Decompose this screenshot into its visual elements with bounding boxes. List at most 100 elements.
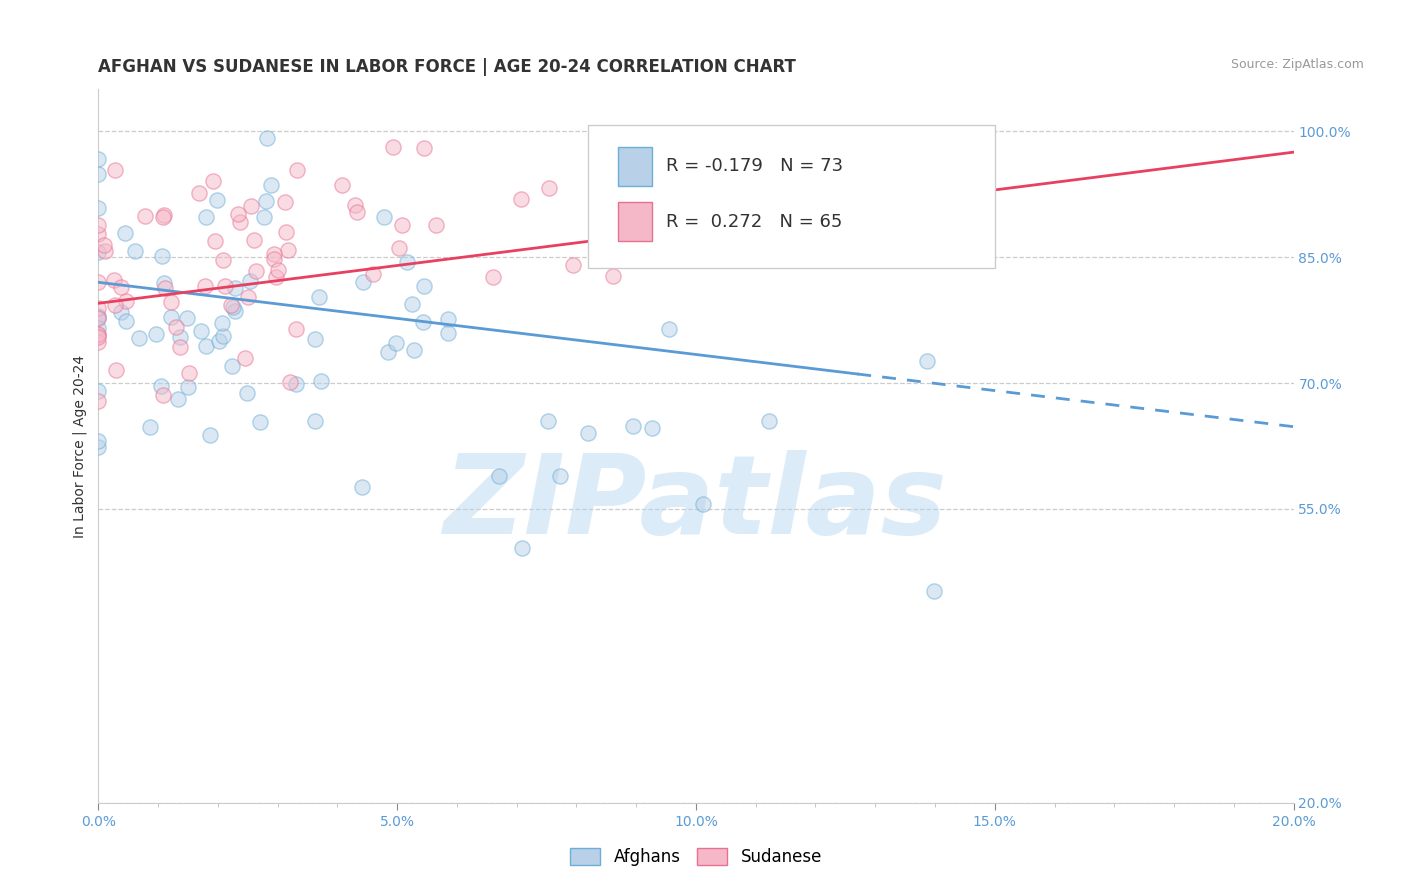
Point bbox=[114, 226, 136, 240]
Point bbox=[211, 252, 233, 267]
Point bbox=[361, 267, 384, 281]
Point bbox=[169, 340, 191, 354]
Point bbox=[917, 354, 939, 368]
Point bbox=[404, 343, 426, 357]
Point bbox=[87, 301, 110, 316]
Point bbox=[128, 331, 150, 345]
Point bbox=[278, 376, 301, 390]
Point bbox=[211, 316, 233, 330]
Point bbox=[256, 130, 278, 145]
Point bbox=[124, 244, 146, 258]
Point bbox=[179, 366, 201, 380]
Point bbox=[204, 234, 226, 248]
Point bbox=[425, 218, 447, 232]
Point bbox=[150, 379, 173, 393]
Point bbox=[396, 255, 419, 269]
Point bbox=[236, 290, 259, 304]
Point bbox=[388, 241, 411, 255]
Point bbox=[87, 309, 110, 323]
Point bbox=[224, 304, 246, 318]
Point bbox=[576, 425, 599, 440]
Point bbox=[208, 334, 231, 348]
Point bbox=[658, 321, 681, 335]
Point bbox=[87, 311, 110, 326]
Point bbox=[412, 315, 434, 329]
Point bbox=[103, 273, 125, 287]
Point bbox=[222, 300, 245, 314]
Point bbox=[198, 428, 221, 442]
Point bbox=[153, 281, 176, 295]
Point bbox=[195, 211, 218, 225]
Point bbox=[413, 141, 436, 155]
Point bbox=[187, 186, 209, 200]
Point bbox=[343, 198, 366, 212]
Point bbox=[110, 280, 132, 294]
Point bbox=[259, 178, 281, 192]
Point bbox=[481, 270, 503, 285]
Text: Source: ZipAtlas.com: Source: ZipAtlas.com bbox=[1230, 58, 1364, 71]
Point bbox=[277, 243, 299, 257]
Point bbox=[229, 215, 252, 229]
Point bbox=[285, 162, 308, 177]
Point bbox=[602, 268, 624, 283]
Point bbox=[510, 193, 533, 207]
Y-axis label: In Labor Force | Age 20-24: In Labor Force | Age 20-24 bbox=[73, 354, 87, 538]
Point bbox=[758, 414, 780, 428]
Point bbox=[159, 310, 181, 325]
Point bbox=[350, 480, 373, 494]
Point bbox=[236, 386, 259, 401]
Text: AFGHAN VS SUDANESE IN LABOR FORCE | AGE 20-24 CORRELATION CHART: AFGHAN VS SUDANESE IN LABOR FORCE | AGE … bbox=[98, 58, 796, 76]
Point bbox=[274, 225, 297, 239]
Point bbox=[87, 152, 110, 166]
Point bbox=[263, 247, 285, 261]
Point bbox=[373, 210, 395, 224]
Point bbox=[385, 336, 408, 351]
FancyBboxPatch shape bbox=[588, 125, 994, 268]
Point bbox=[169, 330, 191, 344]
Point bbox=[537, 181, 560, 195]
Point bbox=[692, 497, 714, 511]
Point bbox=[304, 414, 326, 428]
Point bbox=[87, 276, 110, 290]
Point bbox=[87, 227, 110, 241]
Point bbox=[537, 414, 560, 428]
Point bbox=[152, 208, 174, 222]
Point bbox=[346, 205, 368, 219]
Point bbox=[87, 326, 110, 341]
Point bbox=[153, 276, 176, 290]
Point bbox=[413, 278, 436, 293]
Point bbox=[87, 311, 110, 326]
Point bbox=[239, 199, 262, 213]
Point bbox=[104, 163, 127, 178]
Point bbox=[488, 469, 510, 483]
Point bbox=[437, 326, 460, 340]
Point bbox=[285, 377, 308, 392]
Point bbox=[87, 329, 110, 343]
Point bbox=[510, 541, 533, 556]
Point bbox=[561, 258, 583, 272]
Point bbox=[93, 238, 115, 252]
Point bbox=[224, 280, 246, 294]
Point bbox=[176, 310, 198, 325]
Point bbox=[264, 269, 287, 284]
Point bbox=[87, 384, 110, 399]
Point bbox=[87, 327, 110, 342]
Point bbox=[87, 201, 110, 215]
Point bbox=[87, 394, 110, 409]
Point bbox=[152, 388, 174, 402]
Point bbox=[381, 140, 404, 154]
Point bbox=[245, 264, 267, 278]
Point bbox=[87, 434, 110, 448]
Point bbox=[87, 167, 110, 181]
Bar bbox=[619, 202, 652, 241]
Point bbox=[211, 328, 233, 343]
Point bbox=[263, 252, 285, 266]
Point bbox=[152, 249, 174, 263]
Point bbox=[226, 207, 249, 221]
Point bbox=[152, 210, 174, 224]
Point bbox=[87, 440, 110, 454]
Point bbox=[285, 321, 308, 335]
Point bbox=[165, 320, 187, 334]
Point bbox=[115, 314, 138, 328]
Point bbox=[214, 279, 236, 293]
